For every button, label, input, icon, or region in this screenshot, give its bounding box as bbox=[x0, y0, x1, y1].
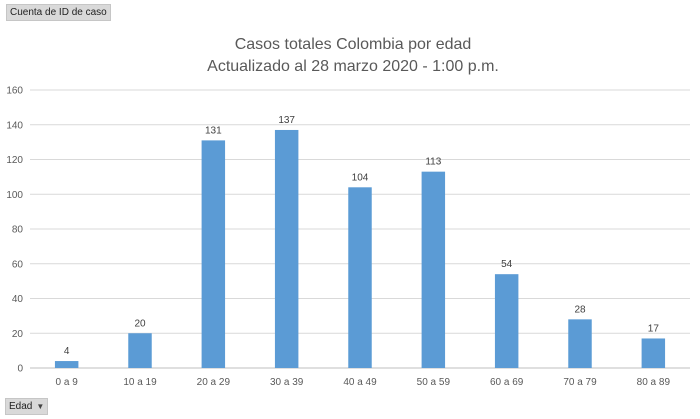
bars bbox=[54, 129, 666, 368]
bar bbox=[568, 319, 592, 368]
x-tick-label: 70 a 79 bbox=[563, 377, 597, 388]
x-tick-label: 20 a 29 bbox=[197, 377, 231, 388]
data-label: 4 bbox=[64, 346, 70, 357]
chart-title: Casos totales Colombia por edad bbox=[235, 36, 472, 53]
bar bbox=[274, 129, 299, 368]
x-tick-label: 30 a 39 bbox=[270, 377, 304, 388]
data-label: 104 bbox=[352, 172, 369, 183]
data-label: 54 bbox=[501, 259, 513, 270]
x-axis: 0 a 9 10 a 19 20 a 29 30 a 39 40 a 49 50 a 59… bbox=[56, 377, 671, 388]
data-label: 20 bbox=[134, 318, 146, 329]
value-field-label: Cuenta de ID de caso bbox=[10, 7, 107, 18]
data-labels: 4 20 131 137 104 113 54 28 17 bbox=[64, 115, 659, 357]
y-tick-label: 20 bbox=[12, 329, 24, 340]
bar bbox=[54, 361, 79, 368]
y-tick-label: 120 bbox=[6, 155, 23, 166]
x-tick-label: 10 a 19 bbox=[123, 377, 157, 388]
chart-subtitle: Actualizado al 28 marzo 2020 - 1:00 p.m. bbox=[207, 58, 499, 75]
dropdown-arrow-icon: ▼ bbox=[36, 402, 45, 411]
axis-field-button[interactable]: Edad ▼ bbox=[5, 398, 49, 415]
value-field-button[interactable]: Cuenta de ID de caso bbox=[6, 4, 111, 21]
y-tick-label: 160 bbox=[6, 86, 23, 97]
x-tick-label: 60 a 69 bbox=[490, 377, 524, 388]
data-label: 131 bbox=[205, 125, 222, 136]
bar bbox=[641, 338, 666, 368]
bar bbox=[348, 187, 372, 368]
y-tick-label: 60 bbox=[12, 259, 24, 270]
bar bbox=[201, 140, 226, 368]
y-tick-label: 100 bbox=[6, 190, 23, 201]
y-tick-label: 0 bbox=[17, 364, 23, 375]
data-label: 137 bbox=[278, 115, 295, 126]
x-tick-label: 50 a 59 bbox=[417, 377, 451, 388]
axis-field-label: Edad bbox=[9, 401, 33, 412]
x-tick-label: 80 a 89 bbox=[637, 377, 671, 388]
data-label: 113 bbox=[425, 157, 441, 168]
bar bbox=[128, 333, 152, 368]
y-tick-label: 40 bbox=[12, 294, 24, 305]
data-label: 17 bbox=[648, 323, 660, 334]
x-tick-label: 40 a 49 bbox=[343, 377, 377, 388]
data-label: 28 bbox=[574, 304, 586, 315]
x-tick-label: 0 a 9 bbox=[56, 377, 79, 388]
bar bbox=[421, 171, 446, 368]
y-tick-label: 140 bbox=[6, 120, 23, 131]
y-axis: 0 20 40 60 80 100 120 140 160 bbox=[6, 86, 23, 375]
y-tick-label: 80 bbox=[12, 225, 24, 236]
bar bbox=[494, 274, 519, 368]
